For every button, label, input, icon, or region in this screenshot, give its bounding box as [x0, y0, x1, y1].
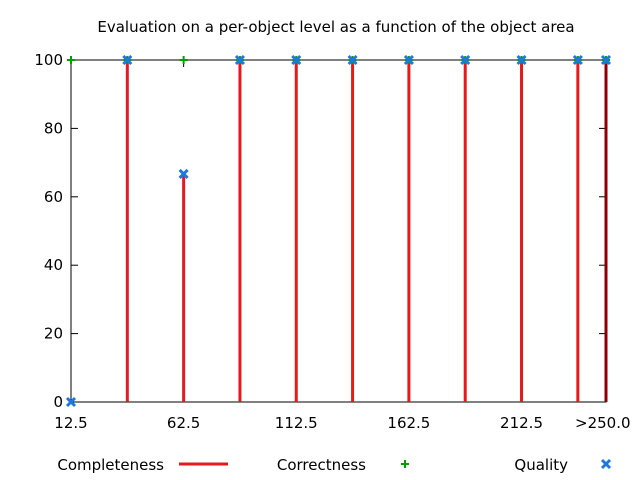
chart-title: Evaluation on a per-object level as a fu… [97, 18, 574, 36]
y-tick-label: 100 [34, 51, 63, 69]
quality-point [572, 54, 583, 66]
legend-swatch [401, 460, 409, 468]
y-tick-label: 0 [53, 393, 63, 411]
y-tick-label: 60 [44, 188, 63, 206]
legend-label: Quality [514, 456, 568, 474]
quality-point [516, 54, 527, 66]
series-quality [65, 54, 612, 408]
x-tick-label: 62.5 [167, 414, 200, 432]
quality-point [403, 54, 414, 66]
correctness-point [67, 56, 75, 64]
x-tick-label: 12.5 [54, 414, 87, 432]
x-tick-label: 112.5 [275, 414, 318, 432]
plot-frame [70, 59, 607, 403]
legend-label: Correctness [277, 456, 366, 474]
quality-point [65, 396, 77, 408]
quality-point [600, 54, 612, 66]
x-tick-label: 212.5 [500, 414, 543, 432]
legend-item: Completeness [57, 456, 228, 474]
legend-swatch [600, 458, 612, 470]
y-tick-label: 80 [44, 119, 63, 137]
legend: Completeness Correctness Quality [57, 456, 612, 474]
y-axis: 0 20 40 60 80 100 [34, 51, 606, 411]
quality-point [347, 54, 358, 66]
quality-point [460, 54, 471, 66]
legend-label: Completeness [57, 456, 164, 474]
x-tick-label: >250.0 [575, 414, 631, 432]
series-completeness [125, 60, 608, 402]
y-tick-label: 40 [44, 256, 63, 274]
x-tick-label: 162.5 [387, 414, 430, 432]
legend-item: Quality [514, 456, 612, 474]
x-axis: 12.5 62.5 112.5 162.5 212.5 >250.0 [54, 60, 631, 432]
legend-item: Correctness [277, 456, 409, 474]
quality-point [178, 168, 189, 179]
quality-point [291, 54, 302, 66]
quality-point [234, 54, 246, 66]
y-tick-label: 20 [44, 325, 63, 343]
correctness-point [179, 56, 188, 64]
quality-point [122, 54, 133, 66]
